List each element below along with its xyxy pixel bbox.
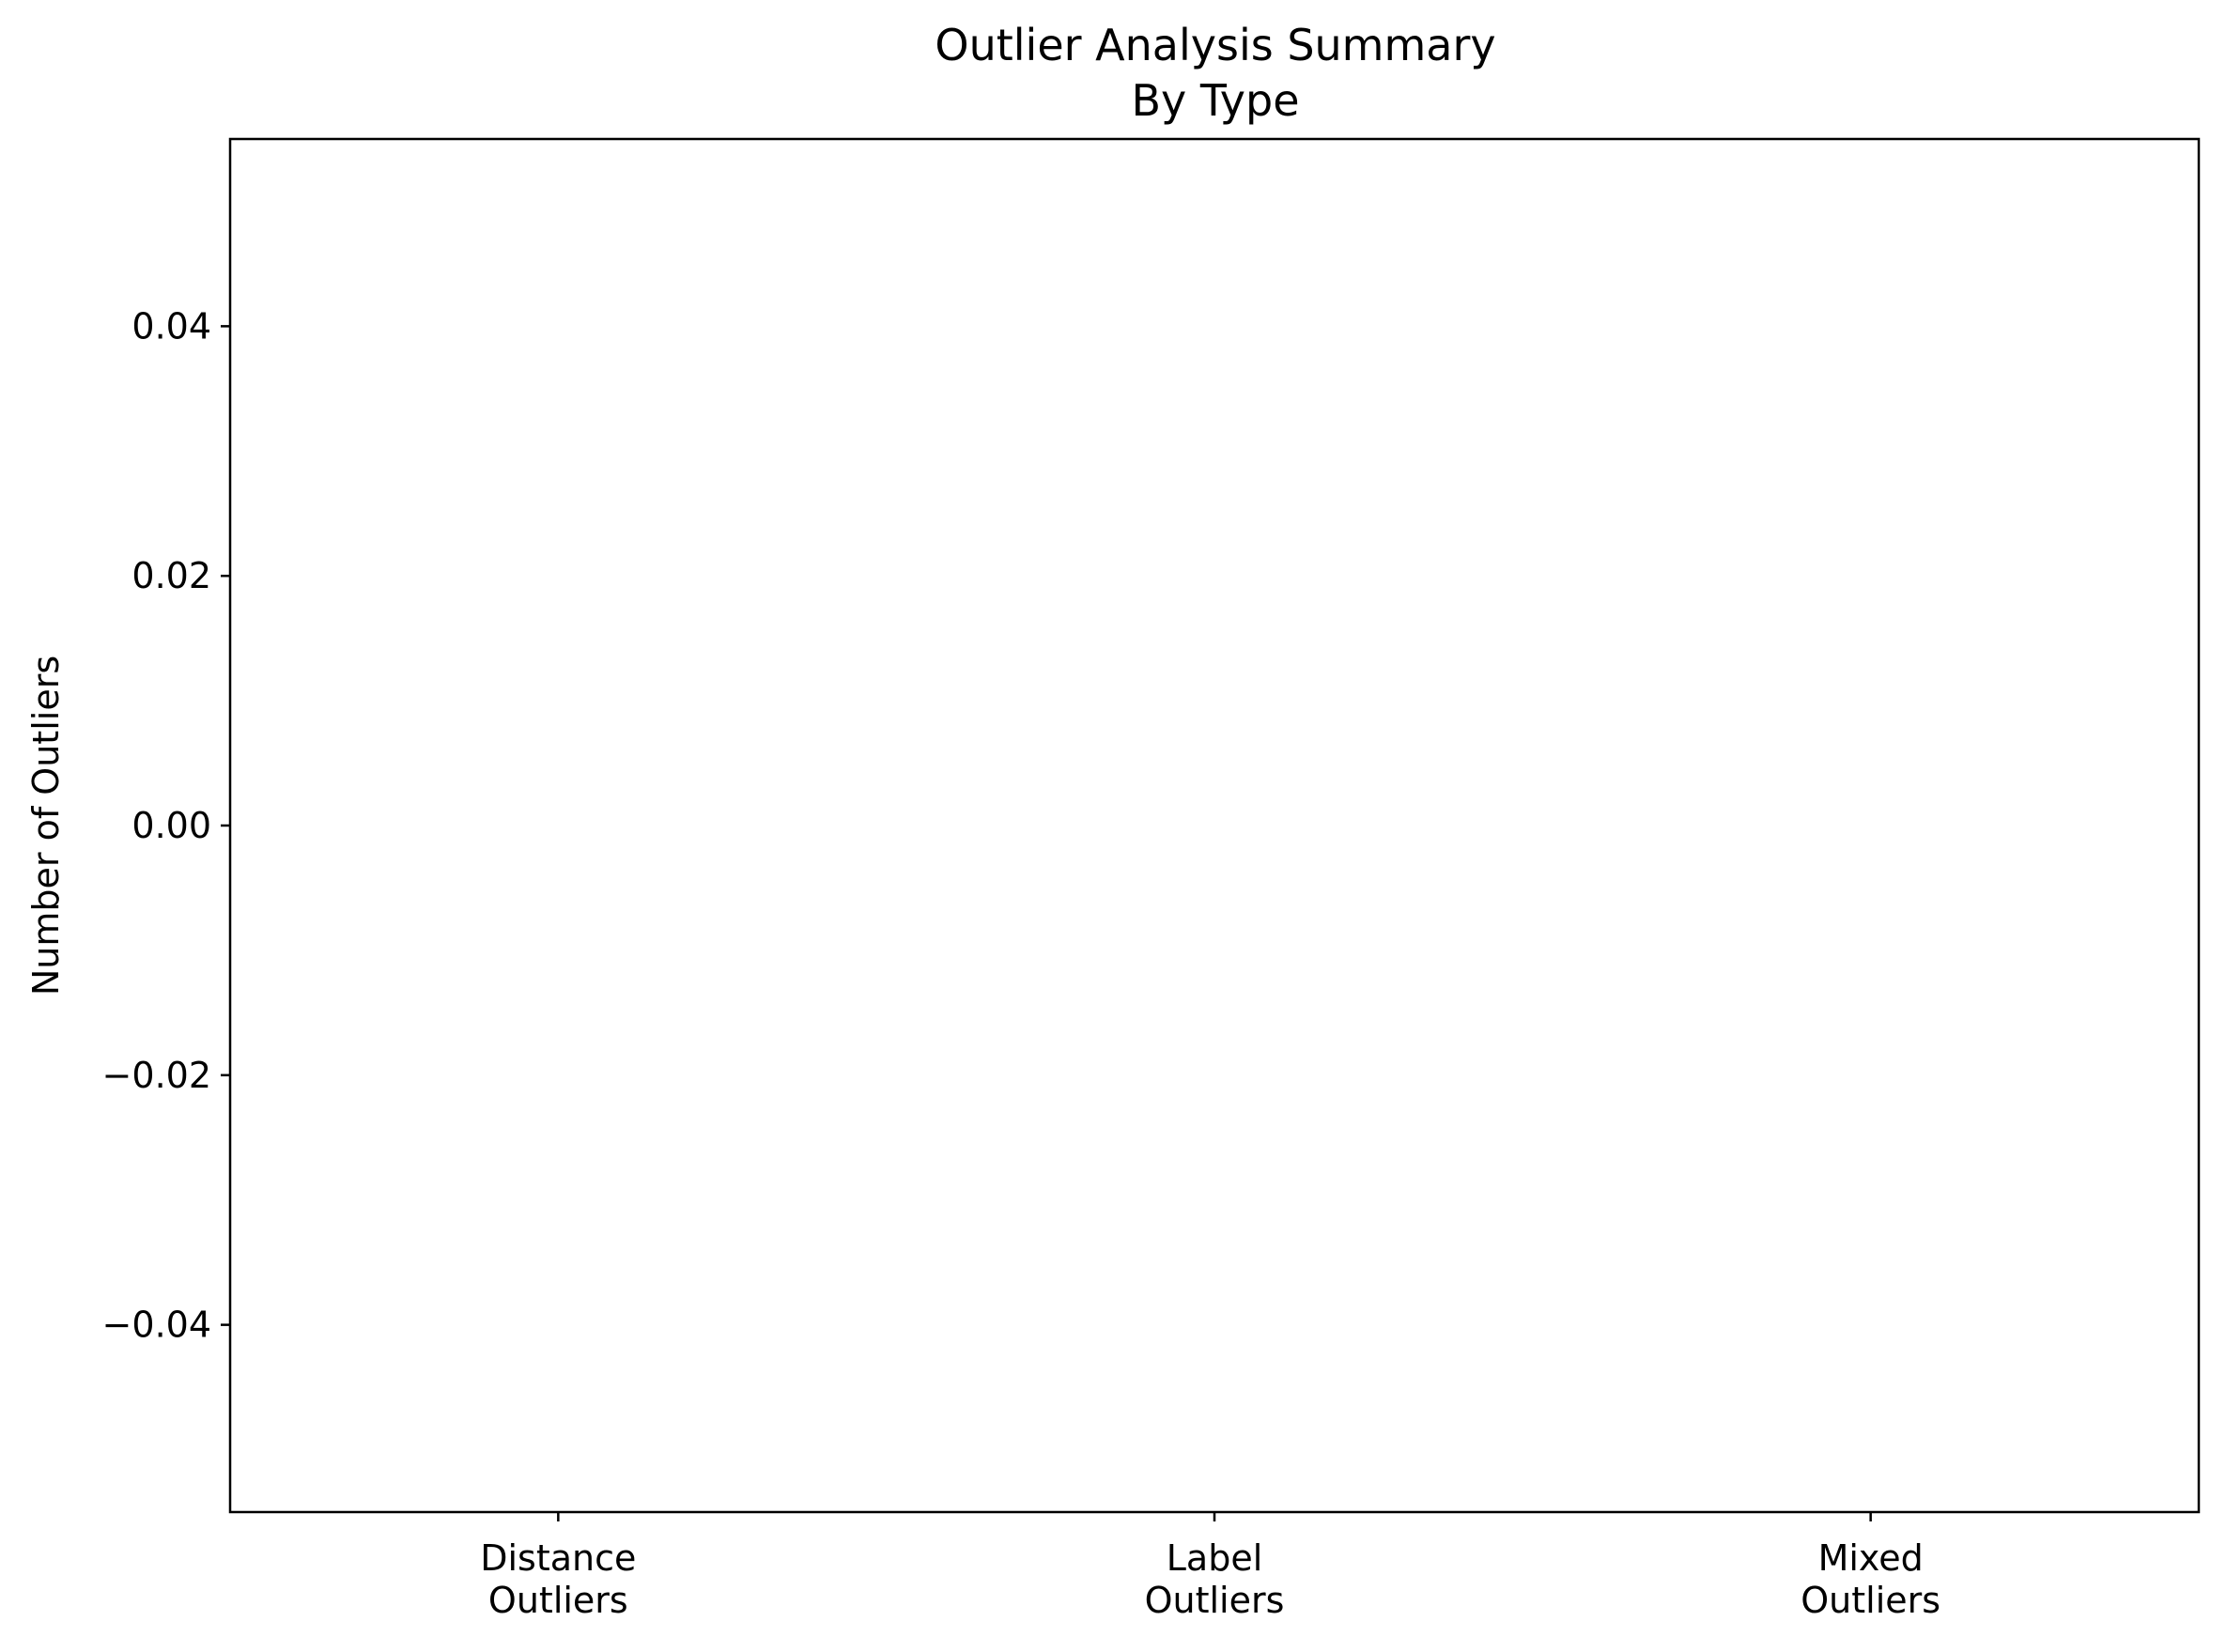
x-tick-label: Distance Outliers — [480, 1537, 636, 1621]
y-axis-ticks: −0.04 −0.02 0.00 0.02 0.04 — [102, 305, 230, 1346]
y-tick-label: −0.02 — [102, 1055, 211, 1096]
x-tick-label: Label Outliers — [1145, 1537, 1285, 1621]
x-tick-label-line: Outliers — [1145, 1580, 1285, 1621]
x-tick-label-line: Outliers — [1801, 1580, 1940, 1621]
y-axis-label: Number of Outliers — [25, 656, 67, 996]
y-tick-label: 0.02 — [131, 555, 211, 596]
x-tick-label-line: Mixed — [1818, 1537, 1924, 1579]
plot-frame — [228, 137, 2201, 1514]
x-tick-label-line: Distance — [480, 1537, 636, 1579]
chart-title: Outlier Analysis Summary — [935, 20, 1495, 70]
x-tick-label-line: Label — [1167, 1537, 1263, 1579]
chart-subtitle: By Type — [1131, 75, 1299, 126]
y-tick-label: −0.04 — [102, 1305, 211, 1346]
x-tick-label: Mixed Outliers — [1801, 1537, 1940, 1621]
x-tick-label-line: Outliers — [488, 1580, 628, 1621]
y-tick-label: 0.04 — [131, 305, 211, 347]
y-tick-label: 0.00 — [131, 805, 211, 846]
